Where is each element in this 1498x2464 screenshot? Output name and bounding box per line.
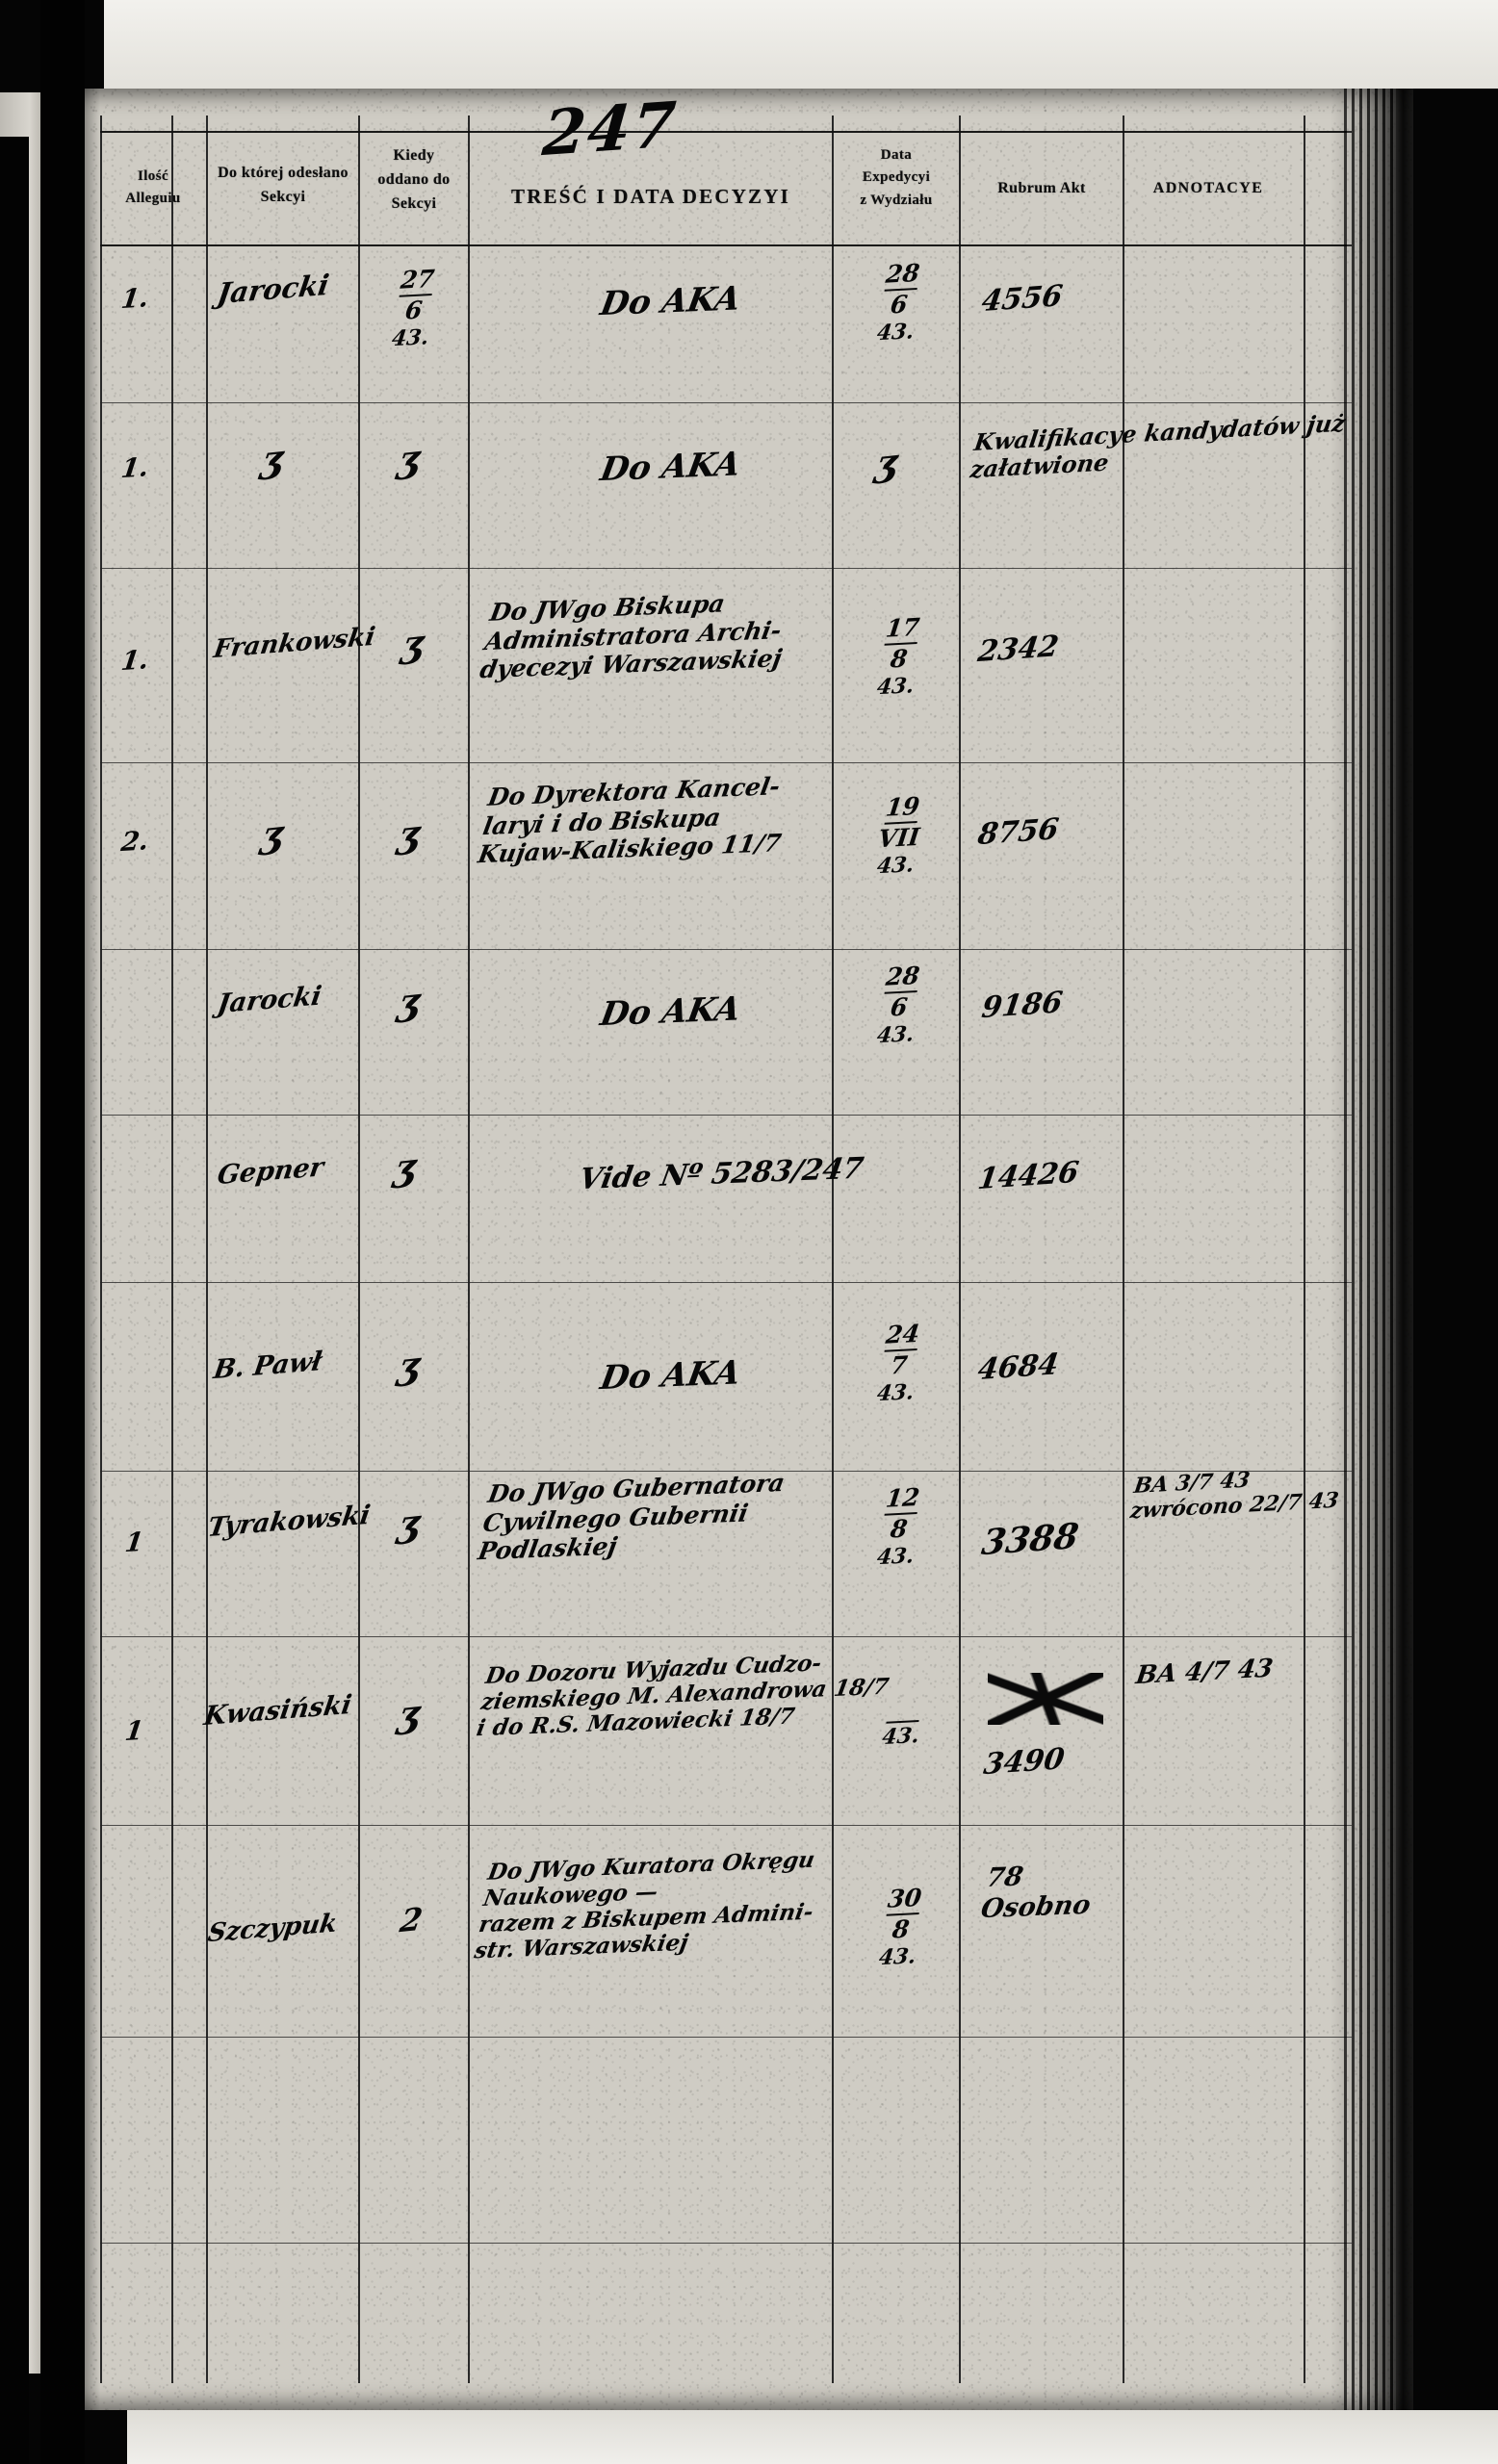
header-kiedy: Kiedy oddano do Sekcyi [377, 147, 451, 212]
cell-kiedy: 27 6 43. [390, 264, 436, 351]
cell-kiedy-ditto: ʒ [395, 978, 424, 1025]
row-rule [100, 2243, 1352, 2244]
row-rule [100, 1471, 1352, 1472]
cell-sekcya: Gepner [215, 1152, 326, 1192]
cell-sekcya: Jarocki [215, 981, 324, 1020]
column-rule [206, 116, 208, 2383]
cell-rubrum: 3388 [979, 1515, 1081, 1564]
rubrum-strikethrough [988, 1673, 1103, 1725]
cell-kiedy-ditto: ʒ [395, 1690, 424, 1737]
cell-tresc: Do AKA [597, 989, 744, 1035]
cell-rubrum: 4684 [975, 1347, 1061, 1388]
cell-ilosc: 2. [118, 826, 151, 859]
header-sekcya: Do której odesłano Sekcyi [218, 165, 349, 205]
column-rule [832, 116, 834, 2383]
backing-board-top [104, 0, 1498, 89]
row-rule [100, 1115, 1352, 1116]
cell-data: 24 7 43. [875, 1319, 921, 1406]
row-rule [100, 568, 1352, 569]
register-table: Ilość Alleguiu Do której odesłano Sekcyi… [100, 89, 1352, 2383]
cell-adnotacye: BA 3/7 43 zwrócono 22/7 43 [1128, 1467, 1341, 1525]
column-rule [1304, 116, 1305, 2383]
row-rule [100, 1282, 1352, 1283]
cell-data-ditto: ʒ [872, 439, 901, 486]
cell-ilosc: 1. [118, 645, 151, 678]
cell-kiedy-ditto: ʒ [395, 435, 424, 482]
cell-rubrum: 9186 [979, 985, 1065, 1026]
column-rule [468, 116, 470, 2383]
column-rule [171, 116, 173, 2383]
cell-tresc: Do AKA [597, 279, 744, 324]
row-rule [100, 949, 1352, 950]
cell-sekcya: B. Pawł [211, 1346, 324, 1386]
folio-number: 247 [539, 88, 681, 171]
spine-black-band-outer [0, 137, 29, 2464]
row-rule [100, 1825, 1352, 1826]
cell-ilosc: 1 [122, 1527, 145, 1559]
cell-tresc: Do JWgo Gubernatora Cywilnego Gubernii P… [476, 1468, 788, 1566]
cell-sekcya: Szczypuk [205, 1909, 340, 1949]
header-adnotacye: ADNOTACYE [1152, 180, 1264, 196]
cell-data: 19 VII 43. [875, 791, 921, 879]
cell-kiedy-ditto: ʒ [391, 1143, 420, 1191]
cell-rubrum: 8756 [975, 811, 1061, 853]
cell-sekcya: Frankowski [211, 622, 377, 665]
cell-kiedy-ditto: ʒ [395, 810, 424, 858]
cell-data: 43. [861, 1717, 942, 1751]
column-rule [959, 116, 961, 2383]
spine-black-band [40, 0, 85, 2464]
column-rule [1123, 116, 1124, 2383]
ledger-page: Ilość Alleguiu Do której odesłano Sekcyi… [0, 0, 1413, 2464]
cell-rubrum: 14426 [975, 1155, 1081, 1197]
cell-data: 12 8 43. [875, 1482, 921, 1570]
cell-ilosc: 1 [122, 1715, 145, 1748]
row-rule [100, 1636, 1352, 1637]
cell-sekcya: Kwasiński [201, 1689, 354, 1732]
header-rubrum-akt: Rubrum Akt [997, 180, 1086, 196]
row-rule [100, 762, 1352, 763]
cell-tresc: Do JWgo Kuratora Okręgu Naukowego — raze… [472, 1846, 817, 1964]
cell-rubrum: 3490 [981, 1741, 1067, 1783]
cell-rubrum: 4556 [979, 278, 1065, 320]
column-rule [100, 116, 102, 2383]
header-top-rule [100, 131, 1352, 133]
cell-rubrum: Kwalifikacye kandydatów już załatwione [969, 408, 1348, 484]
cell-tresc: Do Dozoru Wyjazdu Cudzo- ziemskiego M. A… [474, 1650, 891, 1742]
cell-sekcya: Tyrakowski [205, 1500, 373, 1544]
cell-tresc: Do AKA [597, 445, 744, 490]
cell-tresc: Do Dyrektora Kancel- laryi i do Biskupa … [476, 772, 784, 869]
cell-kiedy-ditto: ʒ [395, 1500, 424, 1547]
cell-rubrum: 78 Osobno [978, 1861, 1094, 1925]
cell-tresc: Do AKA [597, 1353, 744, 1399]
cell-data: 30 8 43. [877, 1883, 923, 1970]
column-rule [358, 116, 360, 2383]
cell-tresc: Do JWgo Biskupa Administratora Archi- dy… [478, 589, 785, 684]
cell-sekcya-ditto: ʒ [258, 435, 287, 482]
cell-data: 17 8 43. [875, 612, 921, 700]
cell-adnotacye: BA 4/7 43 [1133, 1654, 1276, 1691]
cell-sekcya-ditto: ʒ [258, 810, 287, 858]
cell-data: 28 6 43. [875, 258, 921, 346]
backing-board-bottom [127, 2410, 1498, 2464]
cell-rubrum: 2342 [975, 629, 1061, 670]
row-rule [100, 2037, 1352, 2038]
cell-kiedy: 2 [397, 1900, 426, 1940]
cell-kiedy-ditto: ʒ [399, 620, 427, 667]
cell-sekcya: Jarocki [215, 268, 332, 311]
cell-ilosc: 1. [118, 452, 151, 485]
header-ilosc: Ilość Alleguiu [125, 168, 181, 207]
page-edge-striations [1344, 89, 1396, 2410]
cell-tresc: Vide Nº 5283/247 [576, 1151, 866, 1197]
header-data-expedycyi: Data Expedycyi z Wydziału [860, 147, 933, 208]
row-rule [100, 402, 1352, 403]
header-bottom-rule [100, 244, 1352, 246]
cell-ilosc: 1. [118, 283, 151, 316]
header-tresc: TREŚĆ I DATA DECYZYI [510, 185, 791, 208]
table-header-row: Ilość Alleguiu Do której odesłano Sekcyi… [100, 89, 1352, 237]
cell-kiedy-ditto: ʒ [395, 1342, 424, 1389]
cell-data: 28 6 43. [875, 961, 921, 1048]
